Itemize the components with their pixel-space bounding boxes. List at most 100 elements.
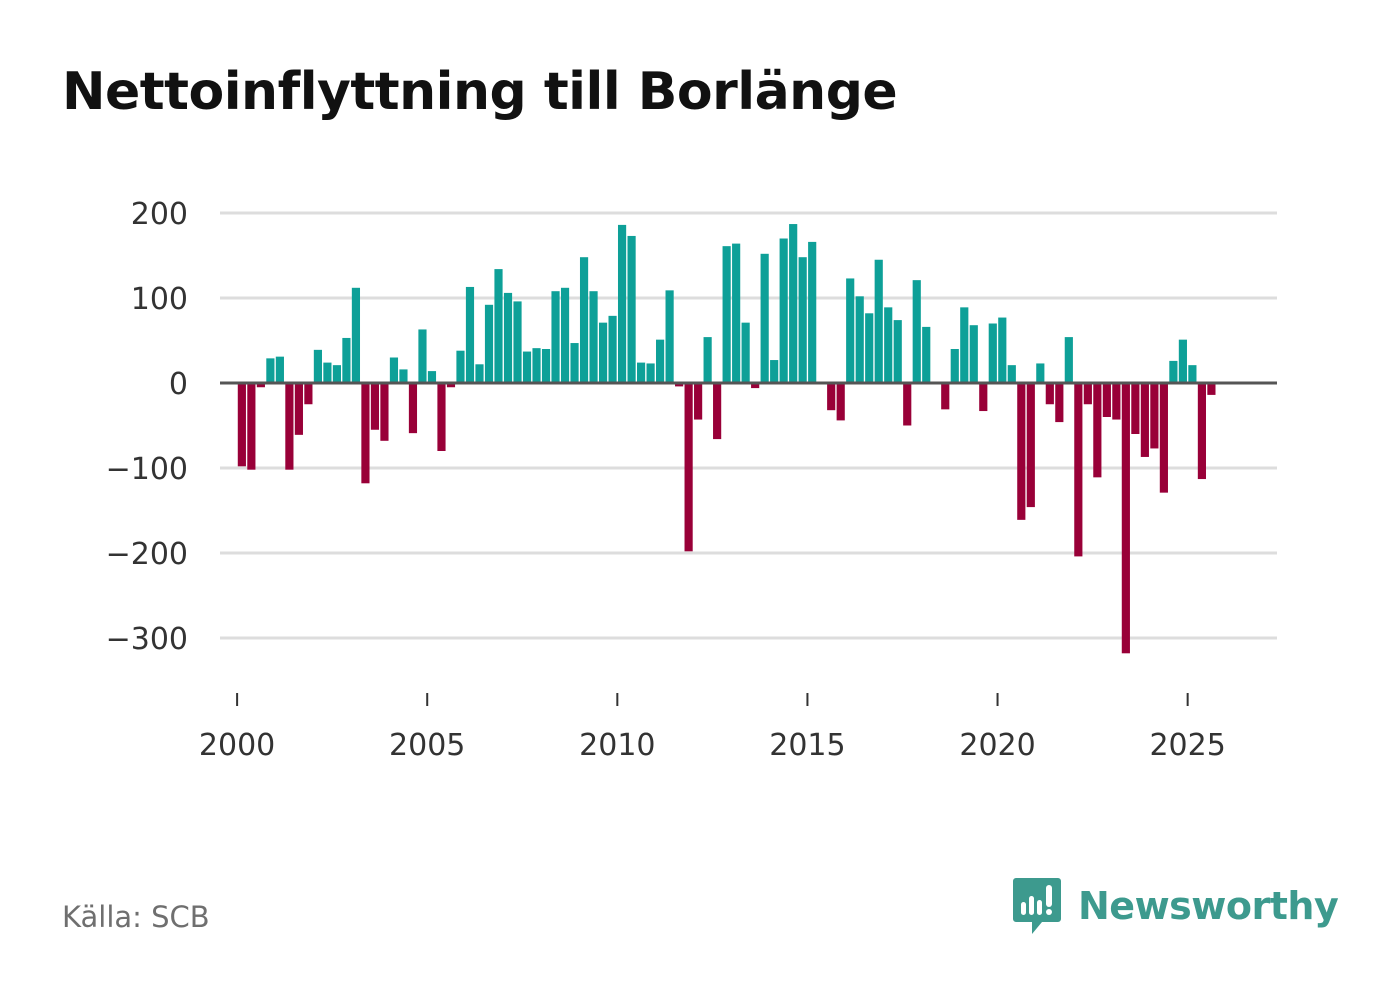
- bar-positive: [513, 301, 522, 383]
- bar-negative: [979, 383, 988, 412]
- bar-positive: [465, 286, 475, 383]
- bar-positive: [1188, 365, 1197, 383]
- x-tick-label: 2015: [769, 728, 845, 763]
- x-tick-label: 2000: [199, 728, 275, 763]
- bar-negative: [370, 383, 380, 430]
- bar-positive: [475, 364, 484, 383]
- bar-negative: [1131, 383, 1140, 434]
- bar-positive: [522, 351, 532, 383]
- bar-positive: [1178, 339, 1187, 383]
- y-tick-label: −200: [106, 537, 188, 572]
- bar-negative: [1207, 383, 1216, 395]
- bar-negative: [256, 383, 265, 388]
- bar-negative: [1045, 383, 1054, 405]
- bar-negative: [836, 383, 845, 421]
- bar-negative: [1083, 383, 1092, 405]
- bar-negative: [1140, 383, 1149, 457]
- bar-negative: [408, 383, 418, 434]
- bar-positive: [855, 296, 864, 383]
- bar-positive: [608, 315, 617, 383]
- source-note: Källa: SCB: [62, 900, 210, 934]
- bar-positive: [1064, 337, 1073, 383]
- bar-positive: [342, 337, 351, 383]
- y-tick-label: −300: [106, 622, 188, 657]
- bar-positive: [922, 326, 931, 383]
- y-tick-label: 0: [169, 367, 188, 402]
- y-tick-label: −100: [106, 452, 188, 487]
- bar-negative: [941, 383, 950, 410]
- bar-negative: [1150, 383, 1159, 449]
- bar-positive: [570, 343, 579, 383]
- bar-negative: [1112, 383, 1121, 420]
- bar-positive: [427, 371, 437, 383]
- bar-positive: [789, 224, 798, 383]
- bar-positive: [732, 243, 741, 383]
- bar-positive: [579, 257, 589, 383]
- bar-positive: [637, 362, 646, 383]
- bar-positive: [484, 304, 494, 383]
- bar-positive: [1169, 360, 1178, 383]
- bar-positive: [846, 278, 855, 383]
- bar-positive: [950, 349, 959, 383]
- x-tick-label: 2020: [959, 728, 1035, 763]
- y-tick-label: 100: [131, 282, 188, 317]
- x-axis: 2000 2005 2010 2015 2020 2025: [199, 693, 1226, 763]
- bar-negative: [294, 383, 303, 435]
- bar-negative: [903, 383, 912, 426]
- newsworthy-logo-icon: [1013, 878, 1061, 934]
- bar-positive: [598, 322, 608, 383]
- bar-positive: [703, 337, 712, 383]
- bar-negative: [1017, 383, 1026, 520]
- x-tick-label: 2010: [579, 728, 655, 763]
- y-tick-label: 200: [131, 197, 188, 232]
- bar-positive: [551, 291, 560, 383]
- bar-negative: [304, 383, 313, 405]
- bar-negative: [1055, 383, 1064, 423]
- bar-positive: [323, 362, 332, 383]
- brand-name: Newsworthy: [1078, 884, 1339, 928]
- bar-positive: [998, 317, 1007, 383]
- bar-positive: [503, 292, 513, 383]
- bar-negative: [446, 383, 456, 388]
- bar-positive: [560, 287, 570, 383]
- bar-positive: [418, 329, 427, 383]
- bar-positive: [988, 323, 997, 383]
- bars: [237, 224, 1216, 654]
- bar-negative: [1102, 383, 1111, 417]
- bar-positive: [494, 269, 503, 383]
- bar-negative: [1197, 383, 1206, 480]
- bar-positive: [969, 325, 978, 383]
- bar-negative: [1093, 383, 1102, 478]
- bar-positive: [275, 356, 284, 383]
- bar-positive: [808, 241, 817, 383]
- bar-positive: [779, 238, 788, 383]
- bar-positive: [1007, 365, 1016, 383]
- bar-chart: 200 100 0 −100 −200 −300 2000 2005 2010 2015 2020…: [106, 197, 1277, 763]
- brand-logo[interactable]: Newsworthy: [1012, 876, 1339, 936]
- bar-negative: [1121, 383, 1130, 654]
- bar-positive: [893, 320, 902, 383]
- bar-positive: [798, 257, 807, 383]
- bar-positive: [912, 280, 921, 383]
- bar-positive: [351, 287, 361, 383]
- bar-negative: [684, 383, 693, 552]
- bar-positive: [656, 339, 665, 383]
- bar-positive: [770, 360, 779, 383]
- y-axis-labels: 200 100 0 −100 −200 −300: [106, 197, 188, 657]
- bar-positive: [627, 235, 636, 383]
- bar-negative: [1074, 383, 1083, 557]
- bar-negative: [285, 383, 294, 470]
- bar-negative: [1026, 383, 1035, 508]
- bar-positive: [646, 363, 655, 383]
- bar-positive: [874, 259, 883, 383]
- bar-negative: [380, 383, 389, 441]
- bar-positive: [884, 307, 893, 383]
- bar-positive: [389, 357, 399, 383]
- bar-positive: [456, 350, 465, 383]
- x-tick-label: 2005: [389, 728, 465, 763]
- bar-negative: [827, 383, 836, 411]
- bar-negative: [713, 383, 722, 440]
- bar-positive: [665, 290, 674, 383]
- bar-negative: [361, 383, 370, 484]
- bar-positive: [1036, 363, 1045, 383]
